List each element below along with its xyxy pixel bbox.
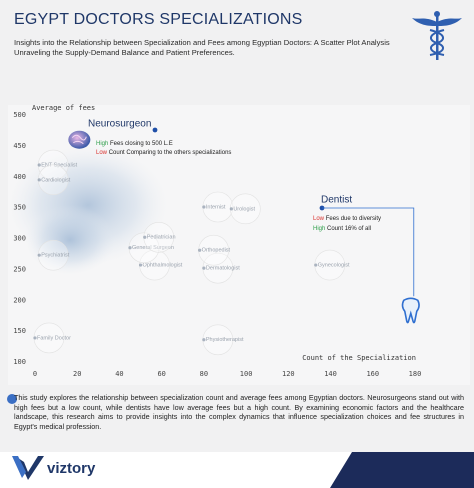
point-label: Orthopedist: [202, 248, 231, 254]
point-label: Gynecologist: [318, 263, 350, 269]
annotation-text: High Count 16% of all: [313, 226, 371, 232]
x-tick-label: 40: [115, 370, 123, 378]
y-axis-label: Average of fees: [32, 104, 95, 112]
point: [33, 336, 37, 340]
y-tick-label: 350: [13, 204, 26, 212]
y-tick-label: 450: [13, 142, 26, 150]
annotation-key: Low: [96, 150, 108, 156]
point-label: General Surgeon: [132, 245, 174, 251]
point: [202, 338, 206, 342]
point-label: Family Doctor: [37, 335, 71, 341]
point: [138, 263, 143, 267]
point: [37, 178, 41, 182]
annotation-connector: [322, 207, 415, 297]
x-tick-label: 180: [409, 370, 422, 378]
y-tick-label: 200: [13, 296, 26, 304]
point-label: Pediatrician: [147, 235, 176, 241]
brain-fold: [71, 134, 87, 145]
annotation-detail: Count 16% of all: [327, 226, 371, 232]
x-tick-label: 160: [366, 370, 379, 378]
point: [37, 253, 41, 257]
annotation-detail: Count Comparing to the others specializa…: [109, 150, 232, 156]
annotation-text: Low Count Comparing to the others specia…: [96, 150, 231, 156]
y-tick-label: 150: [13, 327, 26, 335]
point: [198, 248, 202, 252]
x-tick-label: 100: [240, 370, 253, 378]
logo-mark: [18, 456, 44, 480]
x-tick-label: 120: [282, 370, 295, 378]
y-tick-label: 250: [13, 265, 26, 273]
point: [143, 235, 147, 239]
point: [202, 205, 206, 209]
y-tick-label: 300: [13, 235, 26, 243]
point: [229, 207, 233, 211]
logo-mark: [12, 456, 26, 478]
point: [37, 163, 41, 167]
point: [202, 266, 206, 270]
point-label: ENT Specialist: [41, 162, 77, 168]
point: [314, 263, 318, 267]
y-tick-label: 400: [13, 173, 26, 181]
point-label: Psychiatrist: [41, 253, 70, 259]
point-label: Ophthalmologist: [143, 263, 183, 269]
logo-text: viztory: [47, 460, 96, 477]
subtitle-line: Insights into the Relationship between S…: [14, 38, 390, 47]
dentist-icon: [401, 297, 420, 324]
subtitle-line: Unraveling the Supply-Demand Balance and…: [14, 48, 235, 57]
x-tick-label: 60: [157, 370, 165, 378]
annotation-detail: Fees due to diversity: [326, 216, 381, 222]
point-label: Cardiologist: [41, 177, 71, 183]
point-label: Dermatologist: [206, 266, 240, 272]
annotation-text: Low Fees due to diversity: [313, 216, 381, 222]
x-axis-label: Count of the Specialization: [302, 354, 416, 362]
point: [128, 246, 132, 250]
y-tick-label: 500: [13, 111, 26, 119]
subtitle: Insights into the Relationship between S…: [14, 38, 390, 58]
title: EGYPT DOCTORS SPECIALIZATIONS: [14, 11, 303, 28]
point-label: Physiotherapist: [206, 337, 244, 343]
neurosurgeon-icon: [68, 130, 91, 149]
annotation-key: Low: [313, 216, 325, 222]
x-tick-label: 20: [73, 370, 81, 378]
body-text: This study explores the relationship bet…: [14, 393, 464, 431]
x-tick-label: 0: [33, 370, 37, 378]
annotation-key: High: [96, 141, 108, 147]
x-tick-label: 80: [200, 370, 208, 378]
y-tick-label: 100: [13, 358, 26, 366]
annotation-title: Dentist: [321, 195, 352, 206]
annotation-dot: [152, 127, 158, 133]
point-label: Urologist: [233, 206, 255, 212]
bullet: [7, 394, 17, 404]
caduceus-icon: [412, 11, 462, 60]
point-label: Internist: [206, 204, 226, 210]
x-tick-label: 140: [324, 370, 337, 378]
annotation-key: High: [313, 226, 325, 232]
annotation-text: High Fees closing to 500 L.E: [96, 141, 173, 147]
annotation-title: Neurosurgeon: [88, 119, 151, 130]
footer-accent: [330, 452, 474, 488]
density-cloud: [25, 205, 115, 275]
annotation-detail: Fees closing to 500 L.E: [110, 141, 173, 147]
